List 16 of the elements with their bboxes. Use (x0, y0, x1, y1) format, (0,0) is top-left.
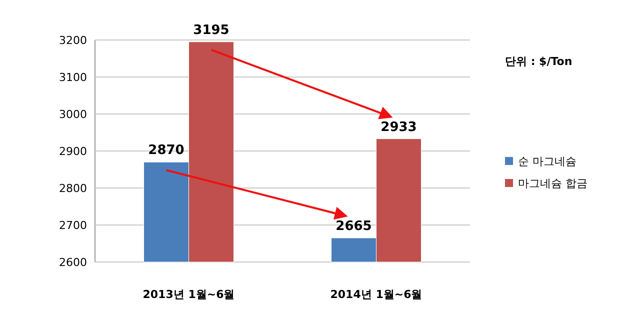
legend-label: 마그네슘 합금 (518, 177, 588, 190)
y-tick-label: 2600 (59, 256, 87, 269)
x-tick-label: 2013년 1월~6월 (142, 288, 235, 301)
y-tick-label: 2700 (59, 219, 87, 232)
x-tick-label: 2014년 1월~6월 (330, 288, 422, 301)
y-tick-label: 2800 (59, 182, 87, 195)
legend-label: 순 마그네슘 (518, 155, 576, 168)
data-label: 2933 (380, 120, 417, 135)
y-tick-label: 2900 (59, 145, 87, 158)
y-tick-label: 3200 (59, 34, 87, 47)
y-tick-label: 3100 (59, 71, 87, 84)
data-label: 3195 (193, 22, 230, 38)
data-label: 2665 (336, 218, 372, 234)
text: 단위 : $/Ton (505, 55, 572, 68)
y-tick-label: 3000 (59, 108, 87, 121)
data-label: 2870 (148, 143, 184, 158)
